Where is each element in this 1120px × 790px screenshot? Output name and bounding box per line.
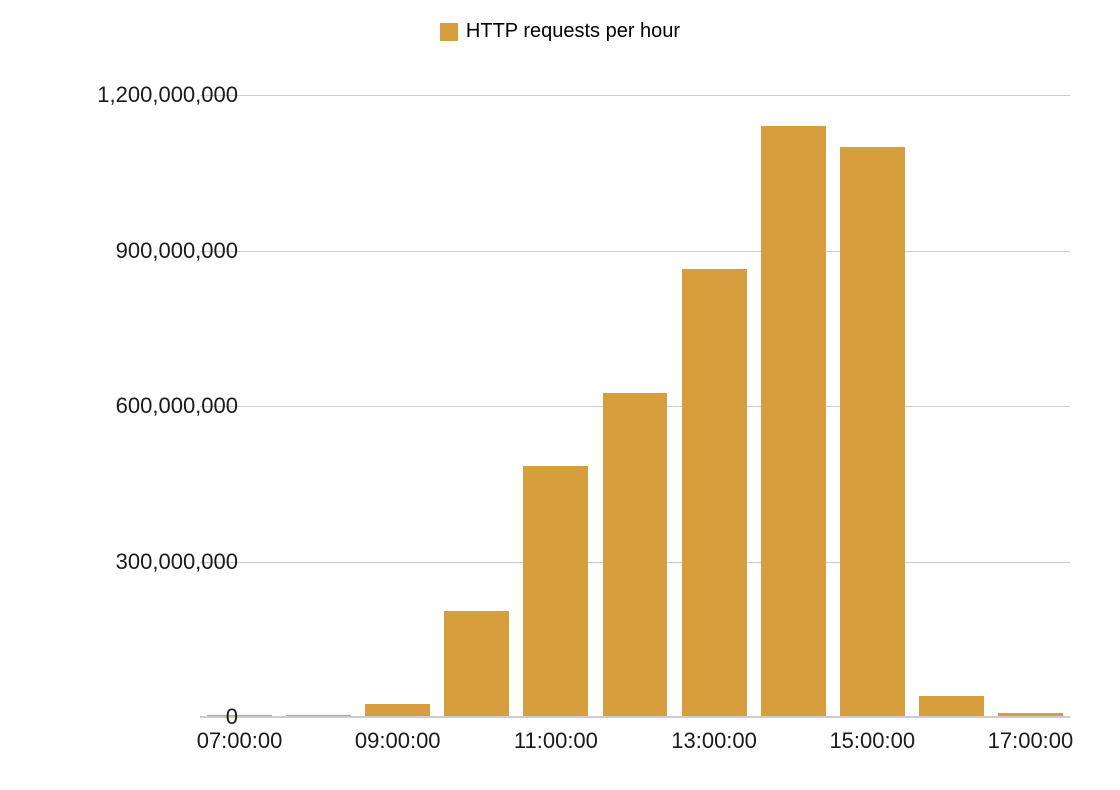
bar bbox=[761, 126, 826, 717]
x-tick-label: 09:00:00 bbox=[355, 728, 441, 754]
legend-swatch bbox=[440, 23, 458, 41]
x-tick-label: 17:00:00 bbox=[988, 728, 1074, 754]
bar bbox=[682, 269, 747, 717]
y-tick-label: 1,200,000,000 bbox=[97, 82, 238, 108]
bar bbox=[840, 147, 905, 717]
x-axis-line bbox=[200, 716, 1070, 717]
bar bbox=[603, 393, 668, 717]
chart-container: HTTP requests per hour 0 300,000,000 600,0… bbox=[0, 0, 1120, 790]
plot-area bbox=[200, 95, 1070, 717]
bars-group bbox=[200, 95, 1070, 717]
y-tick-label: 300,000,000 bbox=[116, 549, 238, 575]
x-tick-label: 13:00:00 bbox=[671, 728, 757, 754]
x-tick-label: 15:00:00 bbox=[829, 728, 915, 754]
y-tick-label: 0 bbox=[226, 704, 238, 730]
bar bbox=[919, 696, 984, 717]
gridline bbox=[200, 717, 1070, 718]
y-tick-label: 900,000,000 bbox=[116, 238, 238, 264]
legend-label: HTTP requests per hour bbox=[466, 20, 680, 43]
legend-item: HTTP requests per hour bbox=[440, 20, 680, 43]
y-tick-label: 600,000,000 bbox=[116, 393, 238, 419]
bar bbox=[444, 611, 509, 717]
chart-legend: HTTP requests per hour bbox=[0, 20, 1120, 46]
x-tick-label: 11:00:00 bbox=[514, 728, 598, 754]
bar bbox=[523, 466, 588, 717]
x-tick-label: 07:00:00 bbox=[197, 728, 283, 754]
